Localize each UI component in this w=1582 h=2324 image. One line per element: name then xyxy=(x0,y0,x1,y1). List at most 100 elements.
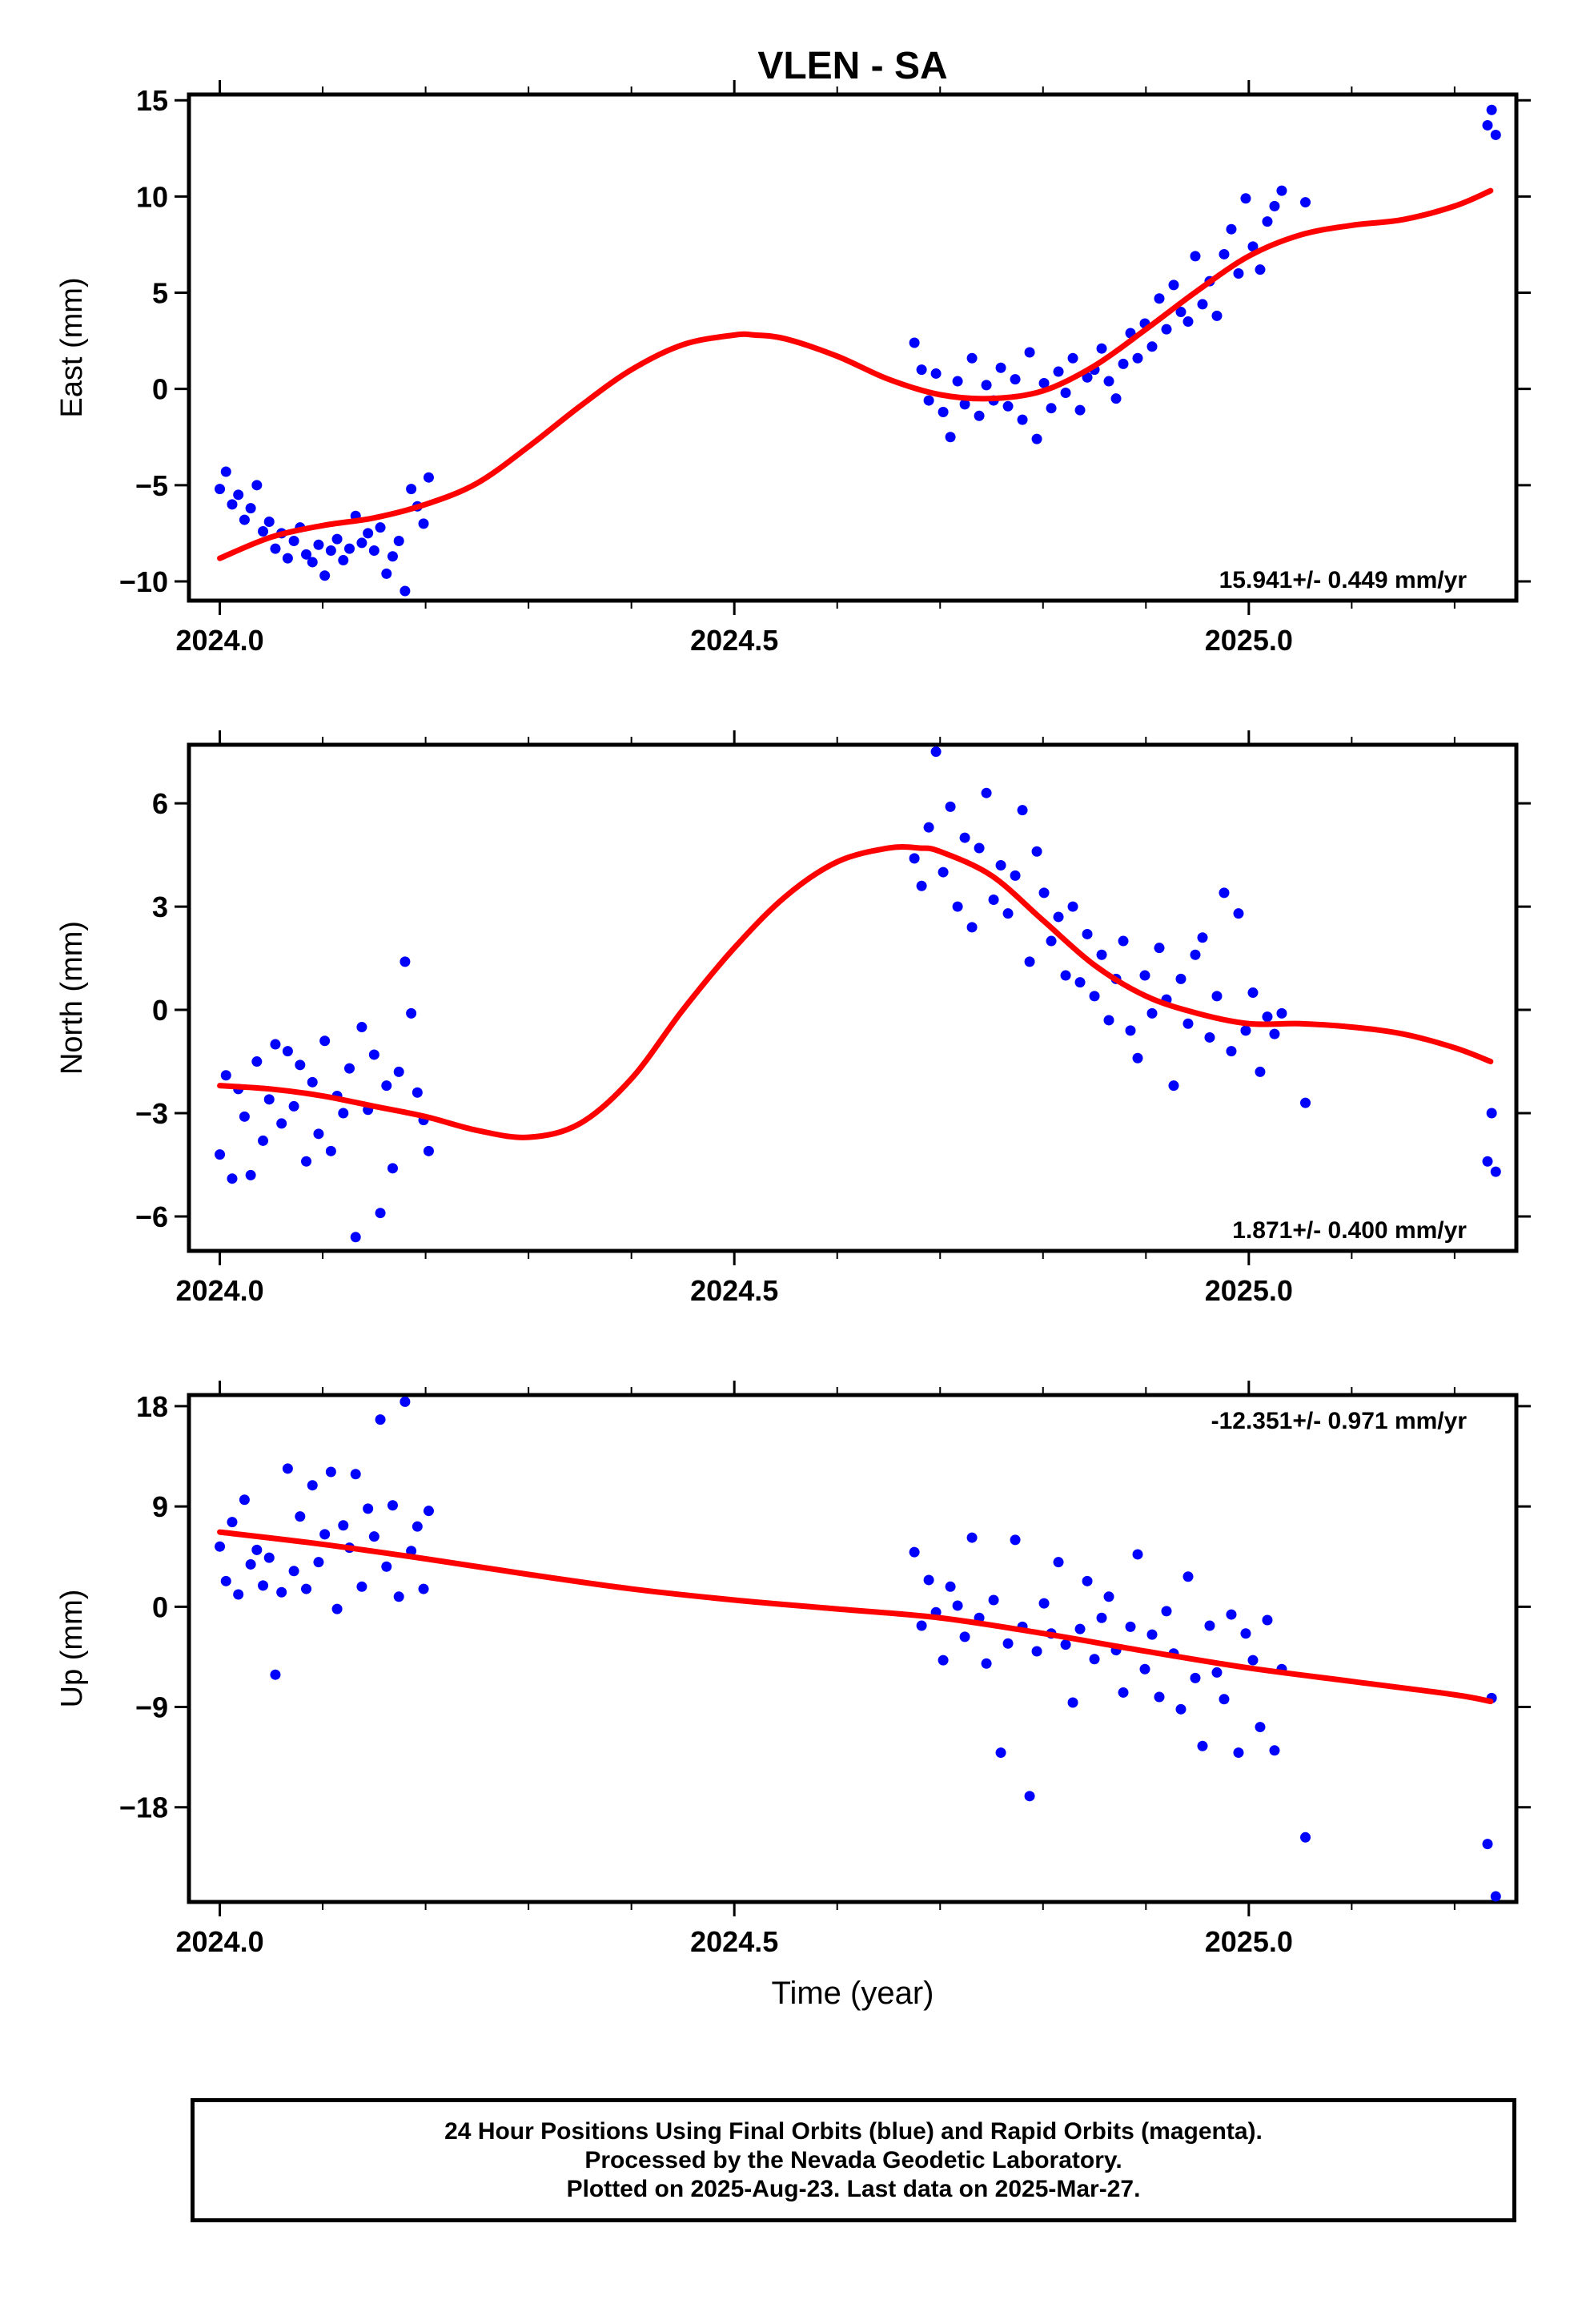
data-point xyxy=(1132,352,1143,364)
data-point xyxy=(909,853,920,864)
data-point xyxy=(233,489,244,501)
data-point xyxy=(220,1070,231,1081)
data-point xyxy=(423,472,434,483)
data-point xyxy=(1031,1646,1042,1657)
data-point xyxy=(1197,299,1208,310)
data-point xyxy=(1146,341,1158,352)
data-point xyxy=(1482,1156,1493,1167)
data-point xyxy=(1074,977,1086,988)
data-point xyxy=(1096,949,1107,960)
data-point xyxy=(1168,279,1179,291)
data-point xyxy=(276,1586,287,1598)
data-point xyxy=(227,499,238,510)
data-point xyxy=(319,570,331,581)
data-point xyxy=(1038,887,1050,899)
data-point xyxy=(412,1087,423,1098)
data-point xyxy=(1219,1694,1230,1705)
y-tick-label: −5 xyxy=(135,469,168,502)
data-point xyxy=(1486,104,1497,115)
data-point xyxy=(393,1066,404,1077)
data-point xyxy=(1038,377,1050,388)
data-point xyxy=(1110,393,1122,404)
data-point xyxy=(1490,1166,1501,1177)
plot-frame xyxy=(187,742,1519,1253)
data-point xyxy=(258,525,269,537)
data-point xyxy=(375,1414,386,1425)
data-point xyxy=(952,376,963,387)
data-point xyxy=(909,1546,920,1558)
data-point xyxy=(1240,1025,1251,1036)
data-point xyxy=(1190,1672,1201,1683)
data-point xyxy=(288,536,299,547)
data-point xyxy=(916,1620,927,1631)
data-point xyxy=(1226,223,1237,235)
data-point xyxy=(368,1049,379,1060)
data-point xyxy=(1300,1097,1311,1108)
data-point xyxy=(1067,1697,1078,1708)
data-point xyxy=(981,1658,992,1669)
data-point xyxy=(258,1580,269,1591)
data-point xyxy=(1190,949,1201,960)
data-point xyxy=(1482,1839,1493,1850)
data-point xyxy=(1161,324,1172,335)
data-point xyxy=(381,568,392,579)
data-point xyxy=(930,746,942,758)
data-point xyxy=(1233,908,1244,919)
x-tick-label: 2025.0 xyxy=(1205,1274,1293,1307)
data-point xyxy=(1103,376,1114,387)
data-point xyxy=(1074,1623,1086,1634)
data-point xyxy=(1233,267,1244,279)
data-point xyxy=(988,1594,999,1606)
data-point xyxy=(251,480,263,491)
data-point xyxy=(966,1532,978,1543)
data-point xyxy=(1118,935,1129,947)
data-point xyxy=(251,1056,263,1068)
data-point xyxy=(368,545,379,557)
y-tick-label: 0 xyxy=(152,1590,168,1623)
data-point xyxy=(1089,1654,1100,1665)
x-tick-label: 2024.0 xyxy=(176,1925,264,1958)
data-point xyxy=(1154,293,1165,304)
data-point xyxy=(1010,1534,1021,1546)
data-point xyxy=(227,1517,238,1528)
fit-line xyxy=(217,1529,1494,1705)
data-point xyxy=(1255,264,1266,275)
data-point xyxy=(387,1500,398,1511)
data-point xyxy=(974,842,985,854)
data-point xyxy=(938,1655,949,1666)
data-point xyxy=(245,1169,256,1180)
data-point xyxy=(1197,932,1208,943)
data-point xyxy=(1082,372,1093,383)
data-point xyxy=(338,555,349,566)
data-point xyxy=(1300,1831,1311,1843)
y-tick-label: −3 xyxy=(135,1097,168,1130)
data-point xyxy=(325,1466,336,1478)
fit-line xyxy=(217,844,1494,1140)
x-tick-label: 2024.0 xyxy=(176,1274,264,1307)
data-point xyxy=(952,901,963,912)
y-tick-label: 15 xyxy=(136,84,168,117)
data-point xyxy=(1053,366,1064,377)
data-point xyxy=(301,1156,312,1167)
data-point xyxy=(1103,1591,1114,1602)
data-point xyxy=(313,1557,324,1568)
data-point xyxy=(1269,200,1280,211)
data-point xyxy=(1024,347,1035,358)
data-point xyxy=(1226,1046,1237,1057)
data-point xyxy=(400,1396,411,1407)
data-point xyxy=(1482,119,1493,131)
data-point xyxy=(313,1128,324,1140)
fit-line xyxy=(217,187,1494,561)
data-point xyxy=(239,1494,250,1506)
data-point xyxy=(263,1094,275,1105)
data-point xyxy=(1002,400,1014,412)
data-point xyxy=(1262,216,1273,227)
data-point xyxy=(220,466,231,477)
data-point xyxy=(923,395,934,406)
data-point xyxy=(1089,991,1100,1002)
data-point xyxy=(381,1080,392,1092)
data-point xyxy=(368,1531,379,1542)
data-point xyxy=(393,1591,404,1602)
data-point xyxy=(350,1232,361,1243)
data-point xyxy=(1168,1080,1179,1092)
